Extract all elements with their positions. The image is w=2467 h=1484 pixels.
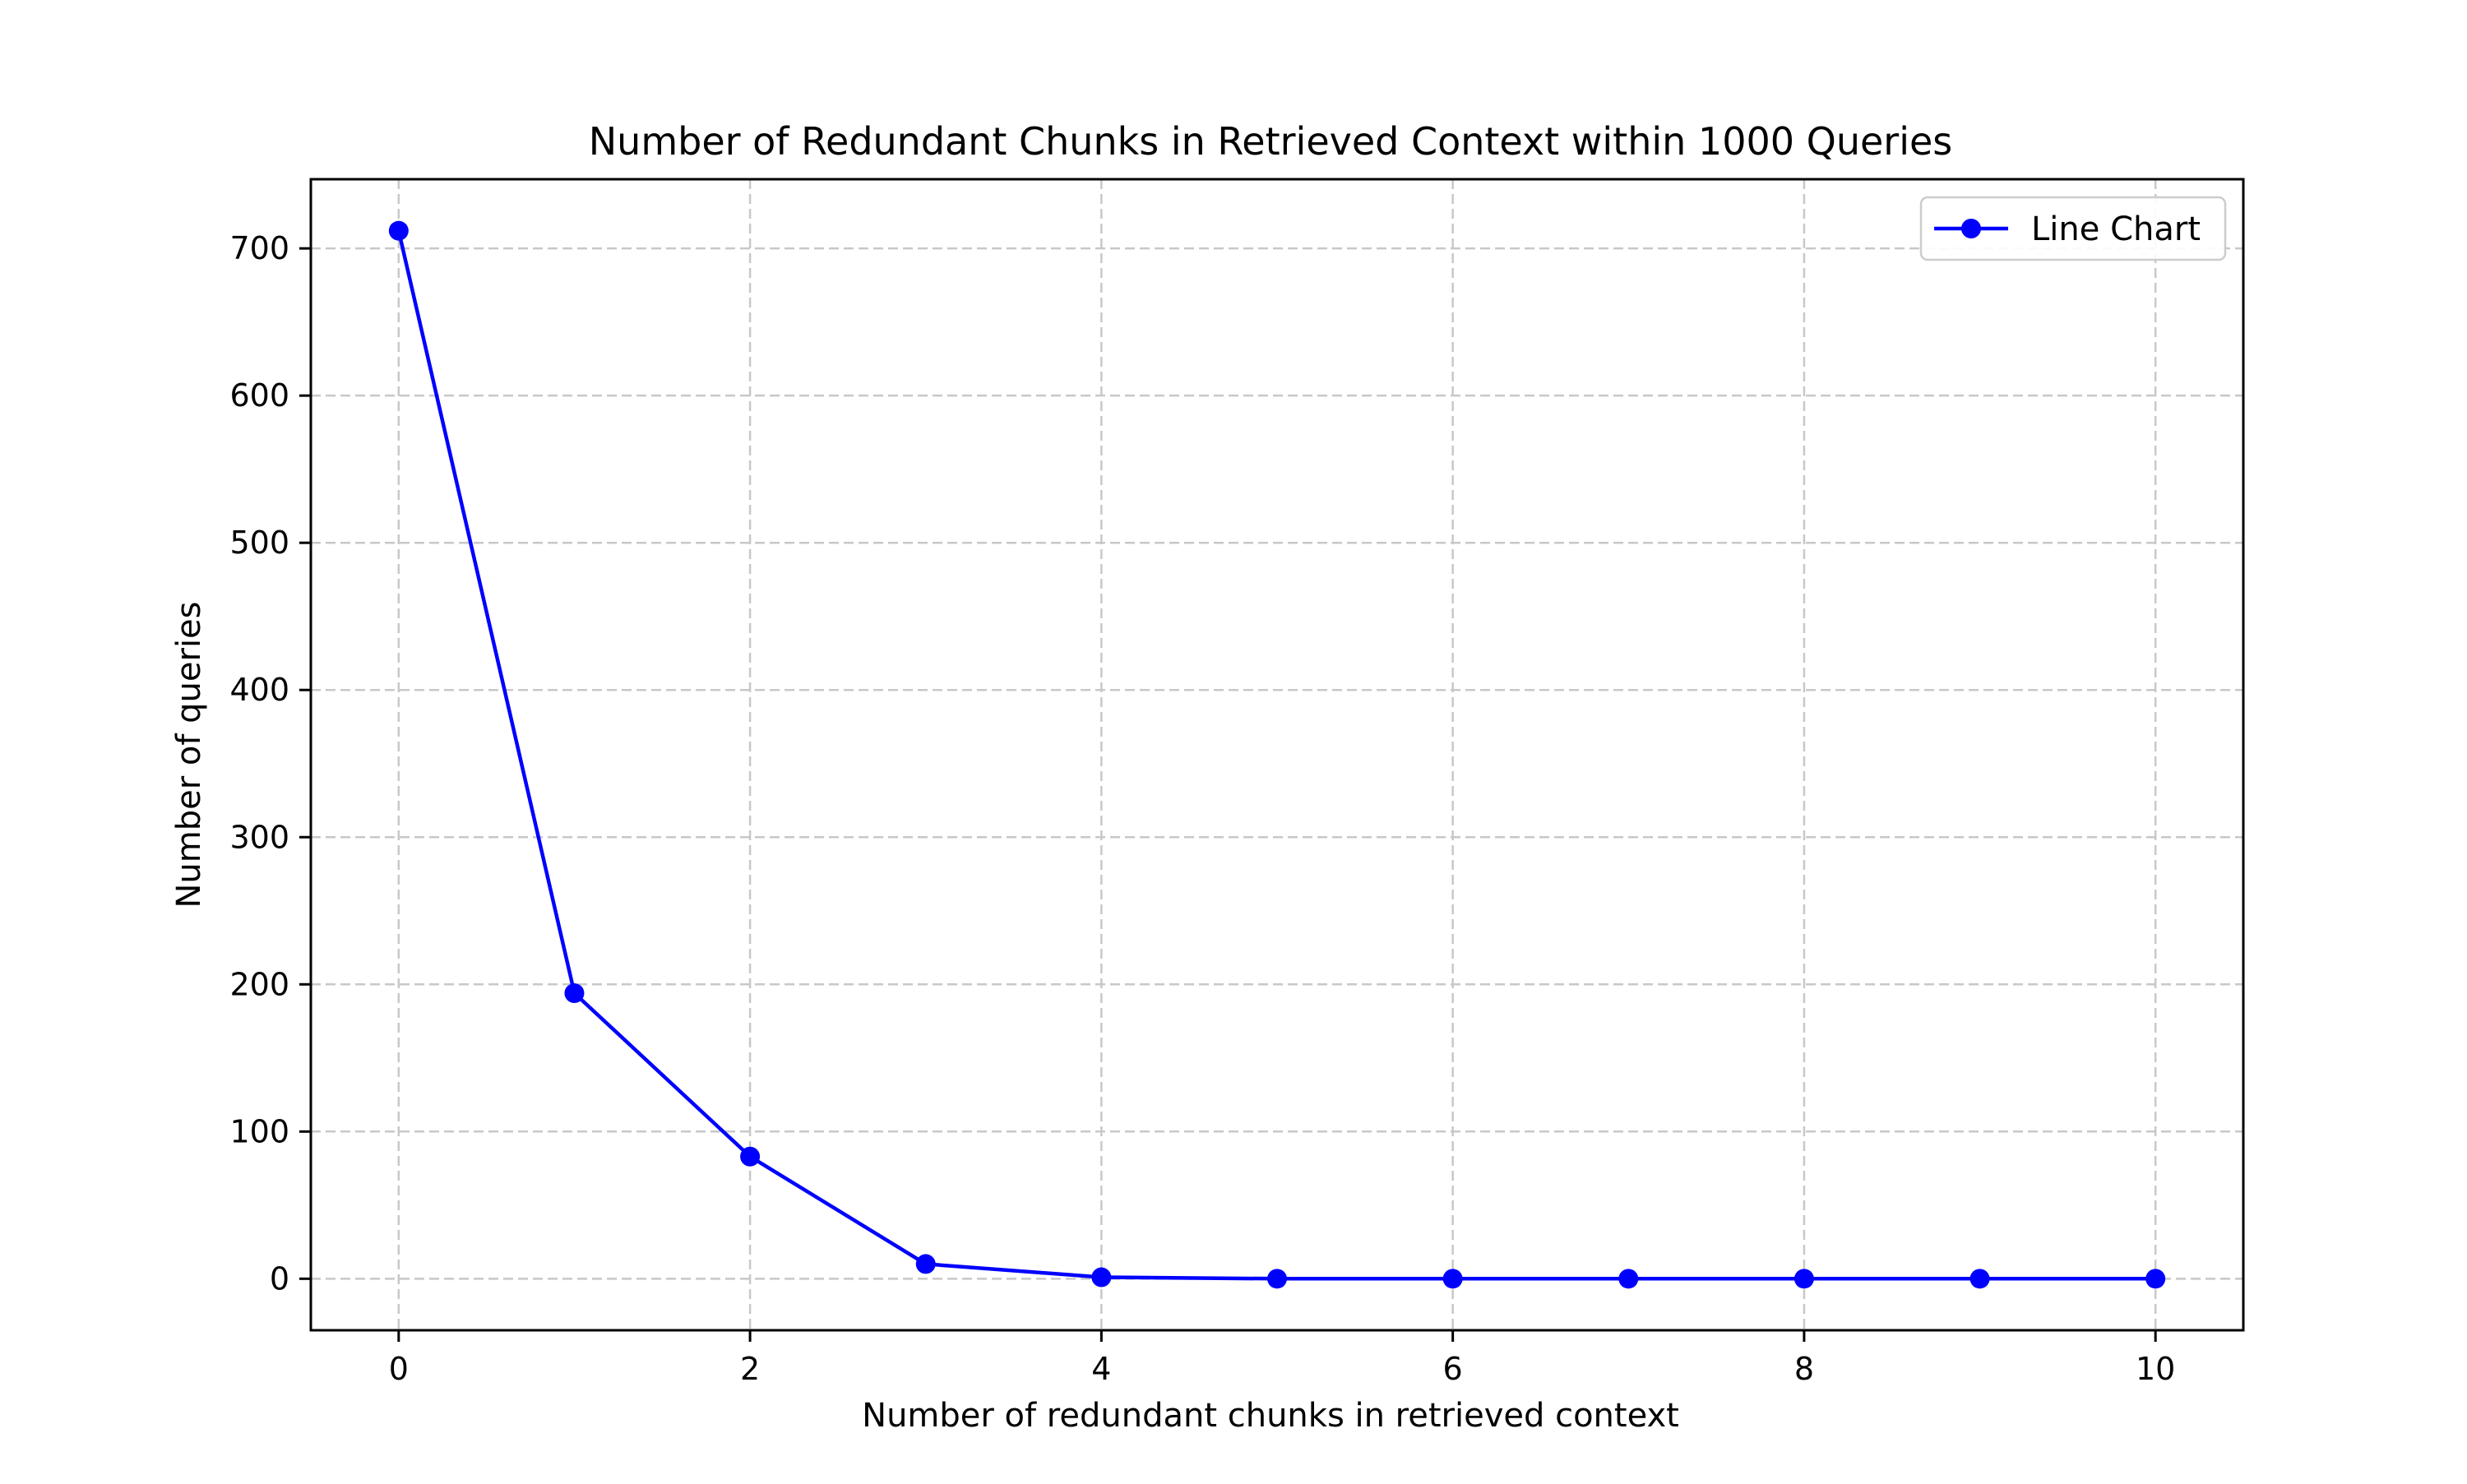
y-tick-label: 700 bbox=[229, 230, 289, 266]
x-tick-label: 10 bbox=[2136, 1351, 2175, 1387]
y-tick-label: 100 bbox=[229, 1113, 289, 1149]
legend: Line Chart bbox=[1919, 196, 2227, 261]
x-tick-label: 2 bbox=[740, 1351, 760, 1387]
data-point bbox=[388, 220, 409, 241]
data-point bbox=[740, 1146, 761, 1167]
y-tick-label: 0 bbox=[270, 1260, 289, 1297]
chart-title: Number of Redundant Chunks in Retrieved … bbox=[589, 119, 1953, 164]
y-tick-label: 500 bbox=[229, 525, 289, 561]
x-axis-label: Number of redundant chunks in retrieved … bbox=[862, 1397, 1679, 1435]
legend-marker bbox=[1961, 219, 1981, 238]
y-tick-label: 200 bbox=[229, 966, 289, 1002]
y-tick-label: 600 bbox=[229, 377, 289, 414]
x-tick-label: 0 bbox=[389, 1351, 409, 1387]
legend-box bbox=[1919, 196, 2227, 261]
y-tick-label: 300 bbox=[229, 819, 289, 855]
x-tick-label: 8 bbox=[1794, 1351, 1814, 1387]
x-tick-label: 4 bbox=[1091, 1351, 1111, 1387]
data-point bbox=[1618, 1269, 1639, 1289]
series-layer bbox=[388, 220, 2166, 1289]
data-point bbox=[1969, 1269, 1990, 1289]
data-point bbox=[2145, 1269, 2166, 1289]
data-point bbox=[1091, 1267, 1112, 1288]
data-point bbox=[915, 1254, 936, 1274]
data-point bbox=[564, 983, 585, 1004]
legend-label: Line Chart bbox=[2031, 210, 2201, 248]
x-tick-label: 6 bbox=[1443, 1351, 1463, 1387]
y-axis-label: Number of queries bbox=[170, 601, 208, 908]
y-tick-label: 400 bbox=[229, 672, 289, 708]
data-point bbox=[1267, 1269, 1287, 1289]
plot-frame bbox=[309, 178, 2245, 1332]
data-point bbox=[1794, 1269, 1814, 1289]
data-point bbox=[1442, 1269, 1463, 1289]
